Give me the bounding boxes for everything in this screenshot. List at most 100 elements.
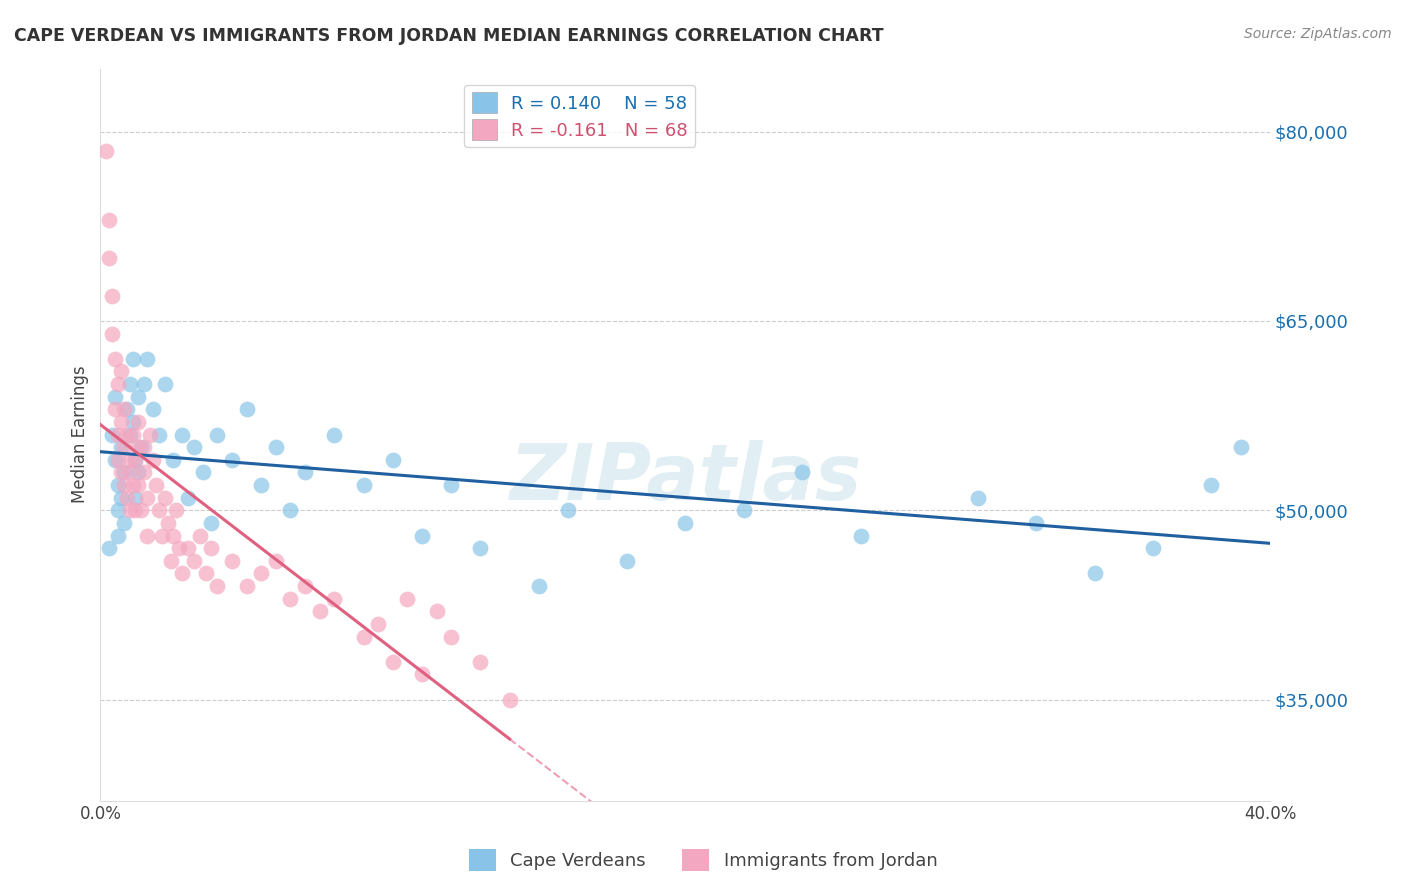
Point [107,427,129,442]
Point [134,466,156,480]
Point [188,528,211,542]
Point [118,503,141,517]
Point [172,566,194,581]
Point [733,503,755,517]
Point [221,554,243,568]
Point [200,516,222,530]
Point [121,351,143,366]
Point [110,491,132,505]
Point [104,452,127,467]
Point [142,452,165,467]
Legend: R = 0.140    N = 58, R = -0.161   N = 68: R = 0.140 N = 58, R = -0.161 N = 68 [464,85,696,147]
Point [1229,440,1251,454]
Point [127,415,149,429]
Point [112,516,135,530]
Point [112,440,135,454]
Point [294,466,316,480]
Point [124,452,146,467]
Point [150,528,173,542]
Point [107,377,129,392]
Point [294,579,316,593]
Point [207,579,229,593]
Point [183,440,205,454]
Point [200,541,222,556]
Point [112,402,135,417]
Point [153,377,176,392]
Point [104,402,127,417]
Point [129,503,152,517]
Point [124,452,146,467]
Point [353,478,375,492]
Point [264,440,287,454]
Point [440,630,463,644]
Point [107,528,129,542]
Point [849,528,872,542]
Point [557,503,579,517]
Point [115,491,138,505]
Point [440,478,463,492]
Point [169,541,191,556]
Point [1201,478,1223,492]
Point [177,491,200,505]
Point [148,503,170,517]
Point [129,440,152,454]
Point [499,692,522,706]
Point [323,427,346,442]
Point [353,630,375,644]
Point [381,655,404,669]
Point [110,364,132,378]
Text: Source: ZipAtlas.com: Source: ZipAtlas.com [1244,27,1392,41]
Point [145,478,167,492]
Point [107,478,129,492]
Point [107,503,129,517]
Point [101,427,124,442]
Point [115,427,138,442]
Point [121,478,143,492]
Legend: Cape Verdeans, Immigrants from Jordan: Cape Verdeans, Immigrants from Jordan [461,842,945,879]
Point [207,427,229,442]
Point [235,579,257,593]
Point [426,604,449,618]
Point [134,440,156,454]
Point [162,452,184,467]
Point [235,402,257,417]
Point [221,452,243,467]
Point [104,351,127,366]
Point [159,554,181,568]
Point [118,466,141,480]
Point [1025,516,1047,530]
Point [118,377,141,392]
Point [136,528,159,542]
Point [470,541,492,556]
Point [127,466,149,480]
Point [112,466,135,480]
Point [280,503,302,517]
Point [250,478,273,492]
Point [790,466,813,480]
Point [191,466,214,480]
Point [323,591,346,606]
Point [107,452,129,467]
Point [104,390,127,404]
Y-axis label: Median Earnings: Median Earnings [72,366,89,503]
Point [673,516,696,530]
Point [165,503,187,517]
Point [121,427,143,442]
Point [142,402,165,417]
Point [139,427,162,442]
Point [616,554,638,568]
Point [110,440,132,454]
Point [470,655,492,669]
Point [162,528,184,542]
Text: CAPE VERDEAN VS IMMIGRANTS FROM JORDAN MEDIAN EARNINGS CORRELATION CHART: CAPE VERDEAN VS IMMIGRANTS FROM JORDAN M… [14,27,884,45]
Point [527,579,550,593]
Point [98,213,121,227]
Point [264,554,287,568]
Point [124,503,146,517]
Point [177,541,200,556]
Point [136,491,159,505]
Point [96,144,118,158]
Point [153,491,176,505]
Point [411,667,433,681]
Text: ZIPatlas: ZIPatlas [509,441,862,516]
